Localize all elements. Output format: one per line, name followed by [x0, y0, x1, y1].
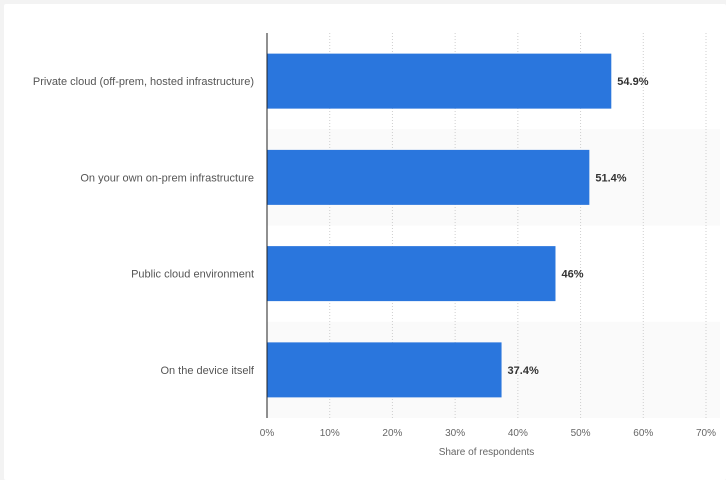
- grid-lines: [329, 33, 707, 418]
- value-label: 46%: [561, 269, 583, 281]
- category-label: Public cloud environment: [131, 269, 254, 281]
- x-tick-label: 60%: [633, 428, 653, 439]
- bar[interactable]: [267, 149, 590, 205]
- x-tick-label: 10%: [320, 428, 340, 439]
- x-axis-title: Share of respondents: [439, 447, 535, 458]
- x-tick-labels: 0% 10% 20% 30% 40% 50% 60% 70%: [260, 428, 716, 439]
- category-label: On the device itself: [160, 365, 254, 377]
- x-tick-label: 50%: [571, 428, 591, 439]
- bar[interactable]: [267, 246, 556, 302]
- bars: [267, 53, 612, 398]
- x-tick-label: 40%: [508, 428, 528, 439]
- value-label: 51.4%: [595, 172, 626, 184]
- x-tick-label: 30%: [445, 428, 465, 439]
- x-tick-label: 20%: [382, 428, 402, 439]
- x-tick-label: 70%: [696, 428, 716, 439]
- category-labels: Private cloud (off-prem, hosted infrastr…: [33, 76, 255, 377]
- category-label: On your own on-prem infrastructure: [80, 172, 254, 184]
- value-label: 54.9%: [617, 76, 648, 88]
- value-labels: 54.9% 51.4% 46% 37.4%: [508, 76, 649, 377]
- bar[interactable]: [267, 53, 612, 109]
- value-label: 37.4%: [508, 365, 539, 377]
- category-label: Private cloud (off-prem, hosted infrastr…: [33, 76, 254, 88]
- bar[interactable]: [267, 342, 502, 398]
- x-tick-label: 0%: [260, 428, 275, 439]
